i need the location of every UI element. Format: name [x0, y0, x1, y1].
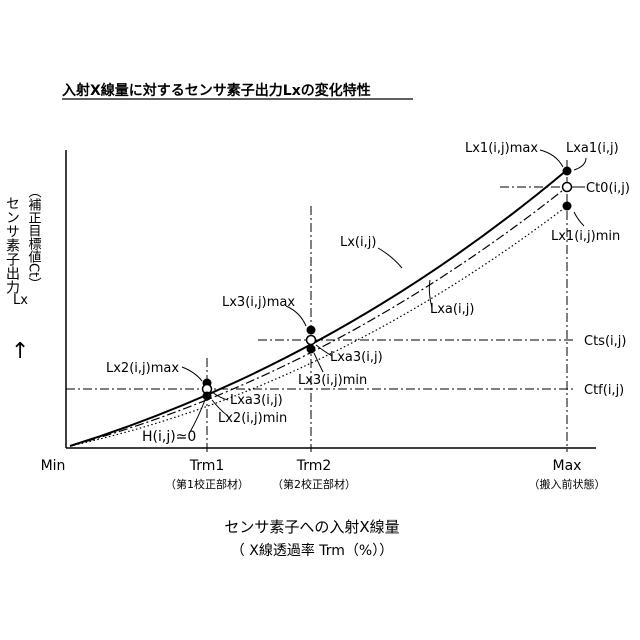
y-axis-arrow: ↑: [11, 339, 29, 364]
label-lx2min: Lx2(i,j)min: [218, 411, 287, 426]
label-ctf: Ctf(i,j): [584, 383, 624, 398]
leader-lxa1: [574, 158, 586, 170]
label-lxa1: Lxa1(i,j): [566, 141, 619, 156]
leader-lx1min: [574, 212, 584, 226]
y-axis-label-paren: （補正目標値Ct）: [26, 185, 42, 290]
tick-max-note: （搬入前状態）: [529, 477, 606, 491]
leader-h: [190, 400, 205, 432]
lxa-curve: [70, 187, 567, 446]
leader-lx: [378, 248, 402, 268]
tick-min: Min: [41, 458, 66, 474]
y-axis-label-sub: Lx: [13, 293, 28, 308]
lxa3-point-2: [307, 336, 316, 345]
label-cts: Cts(i,j): [584, 334, 626, 349]
lx1-min-point: [563, 202, 572, 211]
leader-lx2max: [182, 367, 202, 381]
leader-lxa3-1: [212, 392, 228, 400]
y-axis-label-main: センサ素子出力: [4, 196, 20, 295]
lx-curve: [70, 170, 567, 446]
label-lx3max: Lx3(i,j)max: [222, 295, 295, 310]
label-lxa3-2: Lxa3(i,j): [330, 350, 383, 365]
x-axis-label-sub: （ X線透過率 Trm（%））: [231, 542, 393, 559]
label-lx2max: Lx2(i,j)max: [106, 361, 179, 376]
leader-lx1max: [540, 150, 563, 167]
label-lx1max: Lx1(i,j)max: [465, 141, 538, 156]
lx-min-curve: [70, 206, 567, 446]
label-lxa3-1: Lxa3(i,j): [230, 393, 283, 408]
tick-trm2-note: （第2校正部材）: [272, 477, 356, 491]
label-lx: Lx(i,j): [340, 235, 376, 250]
lx3-min-point: [307, 345, 316, 354]
tick-trm2: Trm2: [296, 458, 332, 474]
tick-trm1: Trm1: [189, 458, 225, 474]
label-lx1min: Lx1(i,j)min: [551, 229, 620, 244]
tick-max: Max: [553, 458, 582, 474]
lx3-max-point: [307, 326, 316, 335]
label-ct0: Ct0(i,j): [586, 181, 630, 196]
diagram-title: 入射X線量に対するセンサ素子出力Lxの変化特性: [62, 82, 371, 99]
lx2-min-point: [203, 392, 212, 401]
label-lx3min: Lx3(i,j)min: [298, 373, 367, 388]
label-h: H(i,j)≃0: [142, 429, 196, 445]
lx1-max-point: [563, 167, 572, 176]
lxa1-point: [563, 183, 572, 192]
tick-trm1-note: （第1校正部材）: [165, 477, 249, 491]
label-lxa: Lxa(i,j): [430, 302, 474, 317]
leader-lx3min: [314, 353, 323, 372]
x-axis-label-main: センサ素子への入射X線量: [224, 518, 399, 536]
